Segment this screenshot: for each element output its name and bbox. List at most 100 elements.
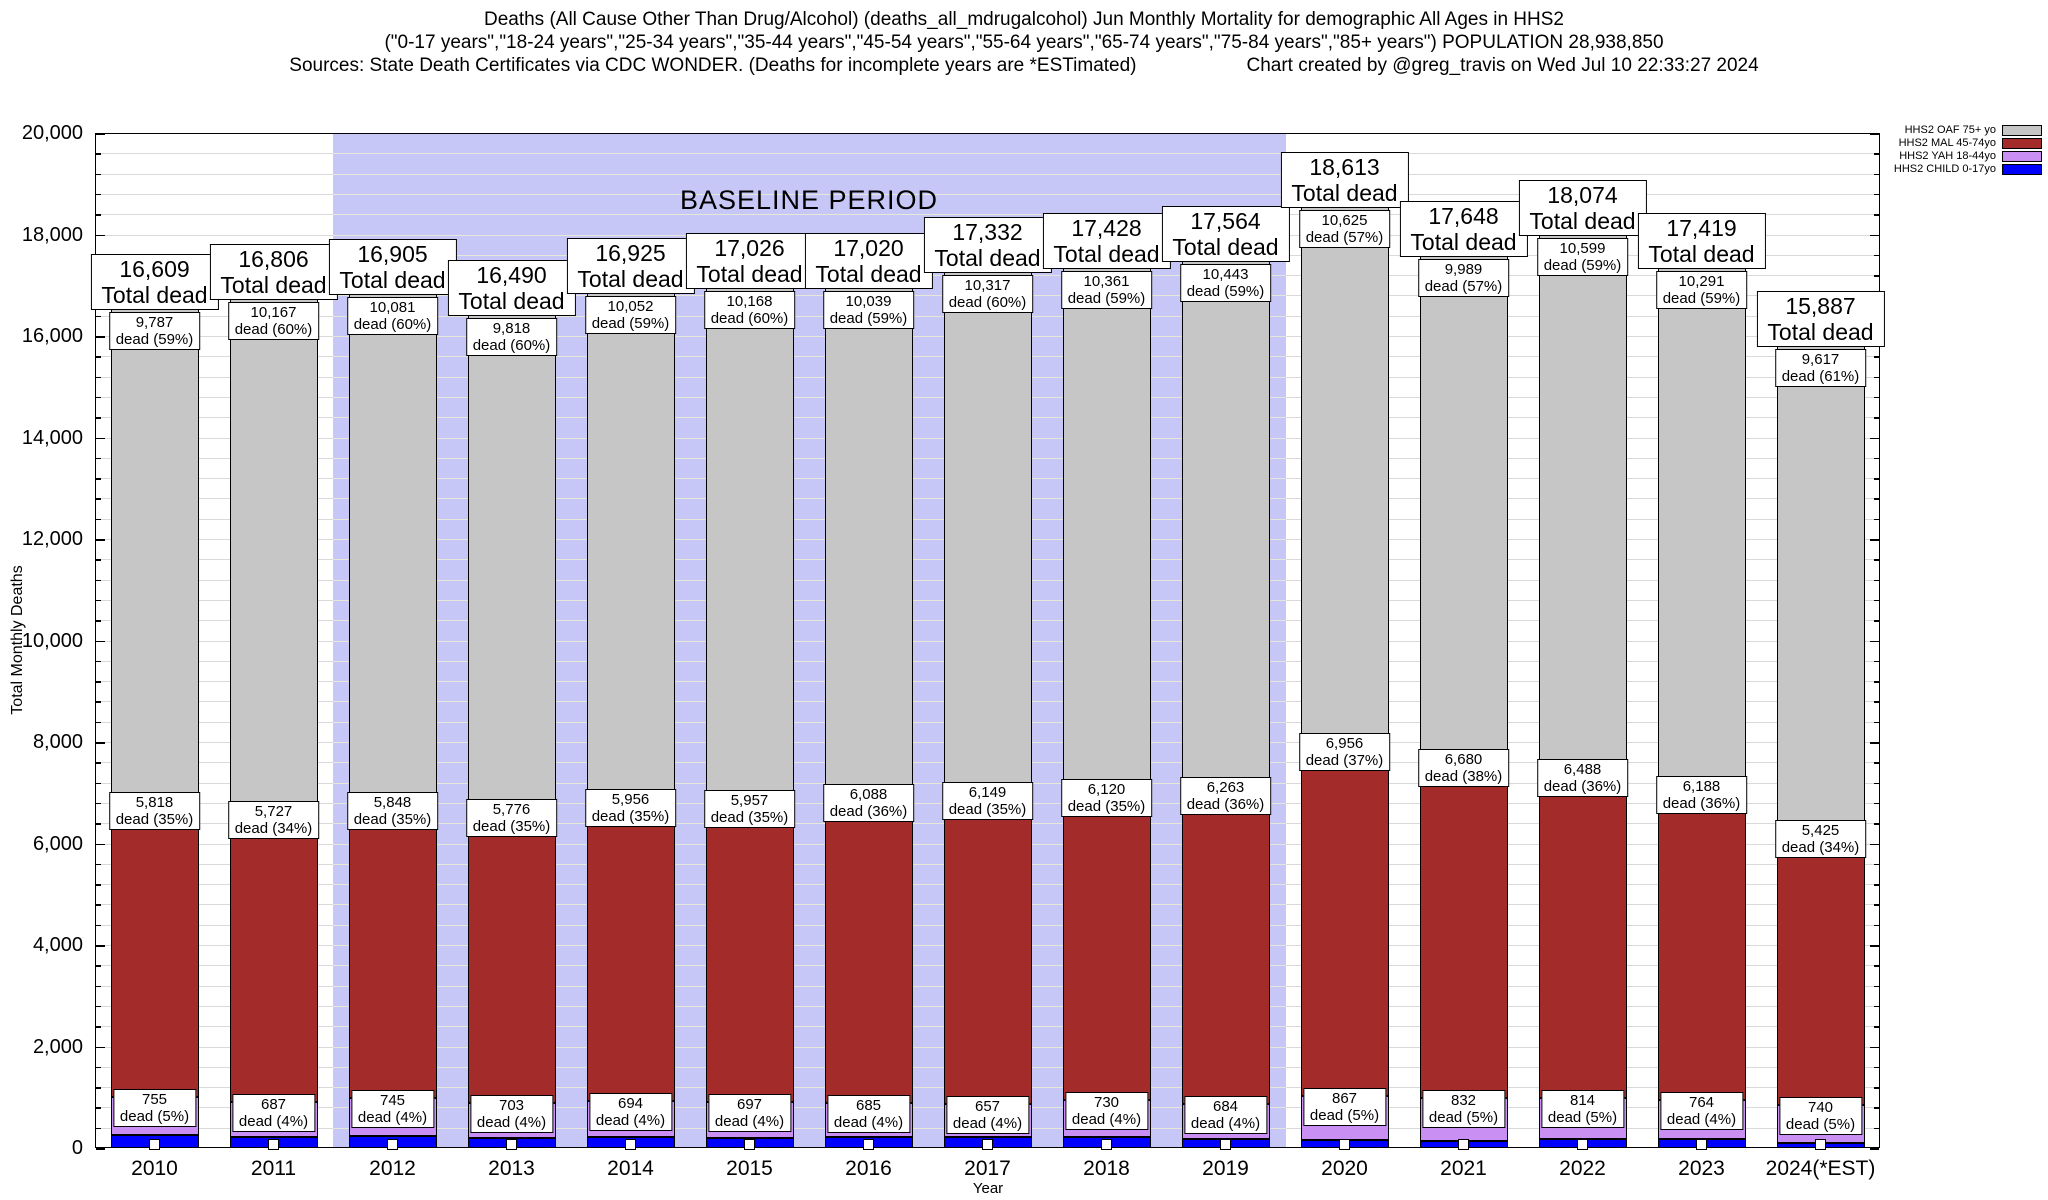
- y-tick-mark: [96, 1127, 101, 1130]
- gridline-over-band: [332, 965, 1286, 967]
- label-mal-2021: 6,680 dead (38%): [1417, 749, 1510, 788]
- label-oaf-2014-caption: dead (59%): [591, 315, 670, 333]
- label-child-box-2022: [1577, 1139, 1588, 1150]
- gridline-over-band: [332, 599, 1286, 601]
- label-oaf-2015-value: 10,168: [726, 292, 773, 310]
- label-mal-2013-value: 5,776: [492, 801, 531, 819]
- gridline-over-band: [332, 904, 1286, 906]
- gridline-over-band: [332, 884, 1286, 886]
- label-mal-2013-caption: dead (35%): [472, 818, 551, 836]
- label-total-2012: 16,905 Total dead: [328, 239, 457, 296]
- label-oaf-2019: 10,443 dead (59%): [1179, 263, 1272, 302]
- y-tick-mark: [96, 904, 101, 906]
- x-tick-label-2018: 2018: [1083, 1157, 1130, 1180]
- bar-2023-segment-oaf: [1657, 263, 1746, 787]
- y-tick-mark: [96, 396, 101, 399]
- y-tick-mark-right: [1874, 579, 1879, 582]
- label-oaf-2015-caption: dead (60%): [710, 309, 789, 327]
- label-mal-2022-caption: dead (36%): [1543, 777, 1622, 795]
- label-mal-2020-value: 6,956: [1325, 734, 1364, 752]
- label-mal-2015: 5,957 dead (35%): [703, 789, 796, 828]
- gridline-over-band: [332, 843, 1286, 845]
- y-tick-mark: [96, 924, 101, 927]
- label-total-2011: 16,806 Total dead: [209, 244, 338, 301]
- y-tick-label-18000: 18,000: [21, 223, 83, 246]
- label-total-2011-value: 16,806: [238, 246, 309, 273]
- legend: HHS2 OAF 75+ yo HHS2 MAL 45-74yo HHS2 YAH …: [1894, 124, 2042, 176]
- label-child-box-2012: [387, 1139, 398, 1150]
- label-total-2023-value: 17,419: [1666, 214, 1737, 241]
- legend-label-oaf: HHS2 OAF 75+ yo: [1904, 124, 1996, 136]
- bar-2015-segment-oaf: [705, 283, 794, 800]
- label-oaf-2017-caption: dead (60%): [948, 294, 1027, 312]
- label-yah-2022-caption: dead (5%): [1547, 1108, 1618, 1126]
- y-tick-label-8000: 8,000: [32, 731, 83, 753]
- label-oaf-2012-value: 10,081: [369, 299, 416, 317]
- y-tick-mark: [96, 660, 101, 663]
- gridline-over-band: [332, 863, 1286, 865]
- label-oaf-2018-caption: dead (59%): [1067, 289, 1146, 307]
- label-mal-2014-value: 5,956: [611, 791, 650, 809]
- y-tick-mark: [96, 315, 101, 318]
- y-tick-label-20000: 20,000: [21, 122, 83, 144]
- label-mal-2019: 6,263 dead (36%): [1179, 776, 1272, 815]
- label-total-2017: 17,332 Total dead: [923, 217, 1052, 274]
- label-mal-2015-caption: dead (35%): [710, 808, 789, 826]
- label-total-2020-caption: Total dead: [1291, 180, 1398, 207]
- y-tick-mark-right: [1874, 599, 1879, 602]
- label-yah-2010-value: 755: [141, 1091, 168, 1109]
- label-total-2015: 17,026 Total dead: [685, 232, 814, 289]
- y-tick-label-2000: 2,000: [32, 1035, 83, 1058]
- label-mal-2017: 6,149 dead (35%): [941, 781, 1034, 820]
- label-total-2022-value: 18,074: [1547, 181, 1618, 208]
- y-tick-mark-right: [1870, 843, 1879, 845]
- gridline-over-band: [332, 559, 1286, 561]
- y-tick-mark-right: [1874, 518, 1879, 521]
- y-tick-mark-right: [1874, 1005, 1879, 1008]
- label-oaf-2021-caption: dead (57%): [1424, 278, 1503, 296]
- label-total-2010-caption: Total dead: [101, 282, 208, 309]
- legend-entry-yah: HHS2 YAH 18-44yo: [1894, 150, 2042, 163]
- label-yah-2012-value: 745: [379, 1092, 406, 1110]
- chart-title-line1: Deaths (All Cause Other Than Drug/Alcoho…: [483, 9, 1564, 30]
- gridline-over-band: [332, 762, 1286, 764]
- y-tick-mark: [96, 173, 101, 176]
- y-tick-mark: [96, 1087, 101, 1089]
- label-yah-2017-caption: dead (4%): [952, 1115, 1023, 1133]
- bar-2011-segment-mal: [229, 811, 318, 1102]
- y-tick-label-12000: 12,000: [21, 528, 83, 550]
- label-mal-2019-caption: dead (36%): [1186, 795, 1265, 813]
- gridline-over-band: [332, 376, 1286, 378]
- label-mal-2012-caption: dead (35%): [353, 810, 432, 828]
- label-total-2016: 17,020 Total dead: [804, 233, 933, 290]
- label-yah-2015-caption: dead (4%): [714, 1113, 785, 1131]
- y-tick-mark-right: [1874, 173, 1879, 176]
- gridline-over-band: [332, 295, 1286, 297]
- y-tick-mark: [96, 640, 105, 642]
- label-mal-2024(*EST)-caption: dead (34%): [1781, 838, 1860, 856]
- label-oaf-2011: 10,167 dead (60%): [227, 302, 320, 341]
- y-tick-mark-right: [1870, 133, 1879, 135]
- label-total-2024(*EST)-caption: Total dead: [1767, 318, 1874, 345]
- x-tick-label-2014: 2014: [607, 1157, 654, 1180]
- bar-2018-segment-oaf: [1062, 263, 1151, 790]
- label-oaf-2023-value: 10,291: [1678, 272, 1725, 290]
- label-mal-2014: 5,956 dead (35%): [584, 789, 677, 828]
- label-yah-2023-caption: dead (4%): [1666, 1111, 1737, 1129]
- label-mal-2017-caption: dead (35%): [948, 800, 1027, 818]
- y-tick-mark: [96, 681, 101, 683]
- y-tick-mark-right: [1874, 904, 1879, 906]
- y-tick-mark: [96, 559, 101, 561]
- label-oaf-2021: 9,989 dead (57%): [1417, 259, 1510, 298]
- y-tick-mark-right: [1870, 945, 1879, 947]
- y-tick-mark-right: [1874, 396, 1879, 399]
- bar-2012-segment-mal: [348, 801, 437, 1099]
- label-mal-2022: 6,488 dead (36%): [1536, 758, 1629, 797]
- x-tick-label-2019: 2019: [1202, 1157, 1249, 1180]
- label-total-2014: 16,925 Total dead: [566, 238, 695, 295]
- gridline-over-band: [332, 721, 1286, 723]
- y-tick-mark: [96, 1107, 101, 1109]
- label-total-2023-caption: Total dead: [1648, 240, 1755, 267]
- y-tick-label-10000: 10,000: [21, 629, 83, 652]
